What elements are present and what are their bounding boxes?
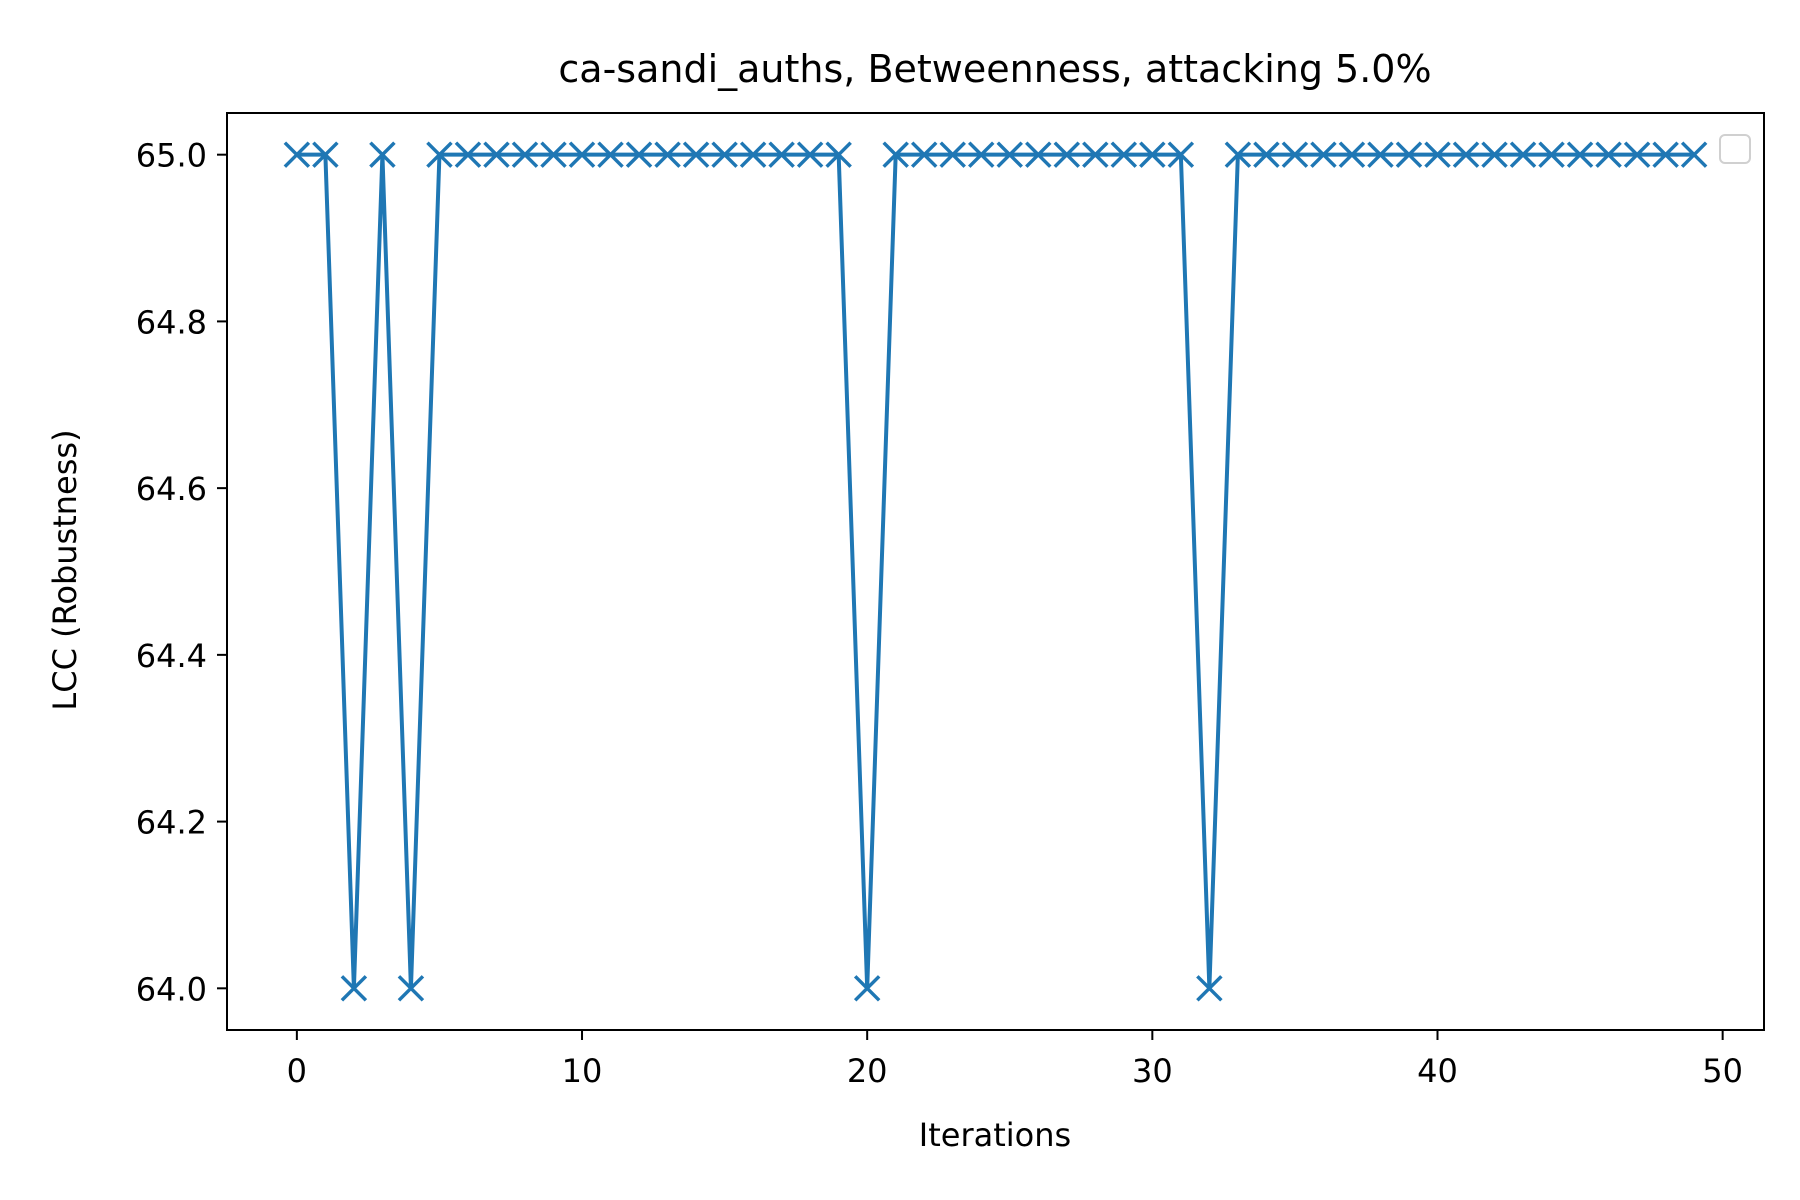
- data-point-marker: [711, 141, 738, 168]
- data-point-marker: [768, 141, 795, 168]
- data-point-marker: [1139, 141, 1166, 168]
- series-line: [296, 152, 1695, 991]
- data-point-marker: [1082, 141, 1109, 168]
- data-point-marker: [1224, 141, 1252, 168]
- data-point-marker: [1338, 141, 1366, 168]
- data-point-marker: [1452, 141, 1480, 168]
- x-tick-label: 20: [847, 1052, 888, 1090]
- data-point-marker: [283, 141, 311, 168]
- y-tick-label: 64.0: [136, 970, 207, 1008]
- data-point-marker: [1367, 141, 1394, 168]
- data-point-marker: [625, 141, 653, 168]
- data-point-marker: [1053, 141, 1081, 168]
- data-point-marker: [939, 141, 966, 168]
- data-point-marker: [1680, 141, 1708, 168]
- data-point-marker: [426, 141, 453, 168]
- data-point-marker: [483, 141, 510, 168]
- data-point-marker: [910, 141, 938, 168]
- data-point-marker: [568, 141, 596, 168]
- data-point-marker: [1623, 141, 1651, 168]
- data-point-marker: [882, 141, 909, 168]
- x-tick-label: 50: [1702, 1052, 1743, 1090]
- y-tick-label: 64.2: [136, 804, 207, 842]
- x-tick-label: 30: [1132, 1052, 1173, 1090]
- data-point-marker: [312, 141, 339, 168]
- data-point-marker: [1424, 141, 1451, 168]
- data-point-marker: [1652, 141, 1679, 168]
- data-point-marker: [540, 141, 567, 168]
- data-point-marker: [369, 141, 396, 168]
- data-point-marker: [511, 141, 539, 168]
- data-point-marker: [682, 141, 710, 168]
- data-point-marker: [1281, 141, 1309, 168]
- y-tick-label: 65.0: [136, 137, 207, 175]
- data-point-marker: [796, 141, 824, 168]
- axes-frame: [226, 112, 1765, 1031]
- chart-title: ca-sandi_auths, Betweenness, attacking 5…: [558, 47, 1431, 91]
- x-tick-label: 0: [287, 1052, 307, 1090]
- y-tick-label: 64.6: [136, 470, 207, 508]
- data-point-marker: [454, 141, 482, 168]
- data-point-marker: [1595, 141, 1622, 168]
- y-tick-label: 64.4: [136, 637, 207, 675]
- x-tick-label: 40: [1417, 1052, 1458, 1090]
- data-point-marker: [1110, 141, 1138, 168]
- data-point-marker: [1025, 141, 1052, 168]
- data-point-marker: [1395, 141, 1423, 168]
- data-point-marker: [1196, 975, 1223, 1002]
- data-point-marker: [968, 141, 995, 168]
- legend-box: [1719, 134, 1751, 164]
- data-point-marker: [1481, 141, 1508, 168]
- plot-area: [283, 141, 1708, 1002]
- data-point-marker: [654, 141, 681, 168]
- data-point-marker: [1566, 141, 1594, 168]
- x-axis-label: Iterations: [919, 1116, 1071, 1154]
- y-axis-label: LCC (Robustness): [46, 429, 84, 710]
- x-tick-label: 10: [562, 1052, 603, 1090]
- data-point-marker: [597, 141, 624, 168]
- data-point-marker: [853, 975, 881, 1002]
- data-point-marker: [1509, 141, 1537, 168]
- data-point-marker: [340, 975, 368, 1002]
- data-point-marker: [1538, 141, 1565, 168]
- data-point-marker: [825, 141, 852, 168]
- data-point-marker: [1310, 141, 1337, 168]
- axes: 0 10 20 30 40 50 64.0 64.2 64.4 64.6 64.8 65.0: [136, 112, 1765, 1090]
- data-point-marker: [1167, 141, 1195, 168]
- data-point-marker: [1253, 141, 1280, 168]
- data-point-marker: [739, 141, 767, 168]
- data-point-marker: [397, 975, 425, 1002]
- y-tick-label: 64.8: [136, 303, 207, 341]
- data-point-marker: [996, 141, 1023, 168]
